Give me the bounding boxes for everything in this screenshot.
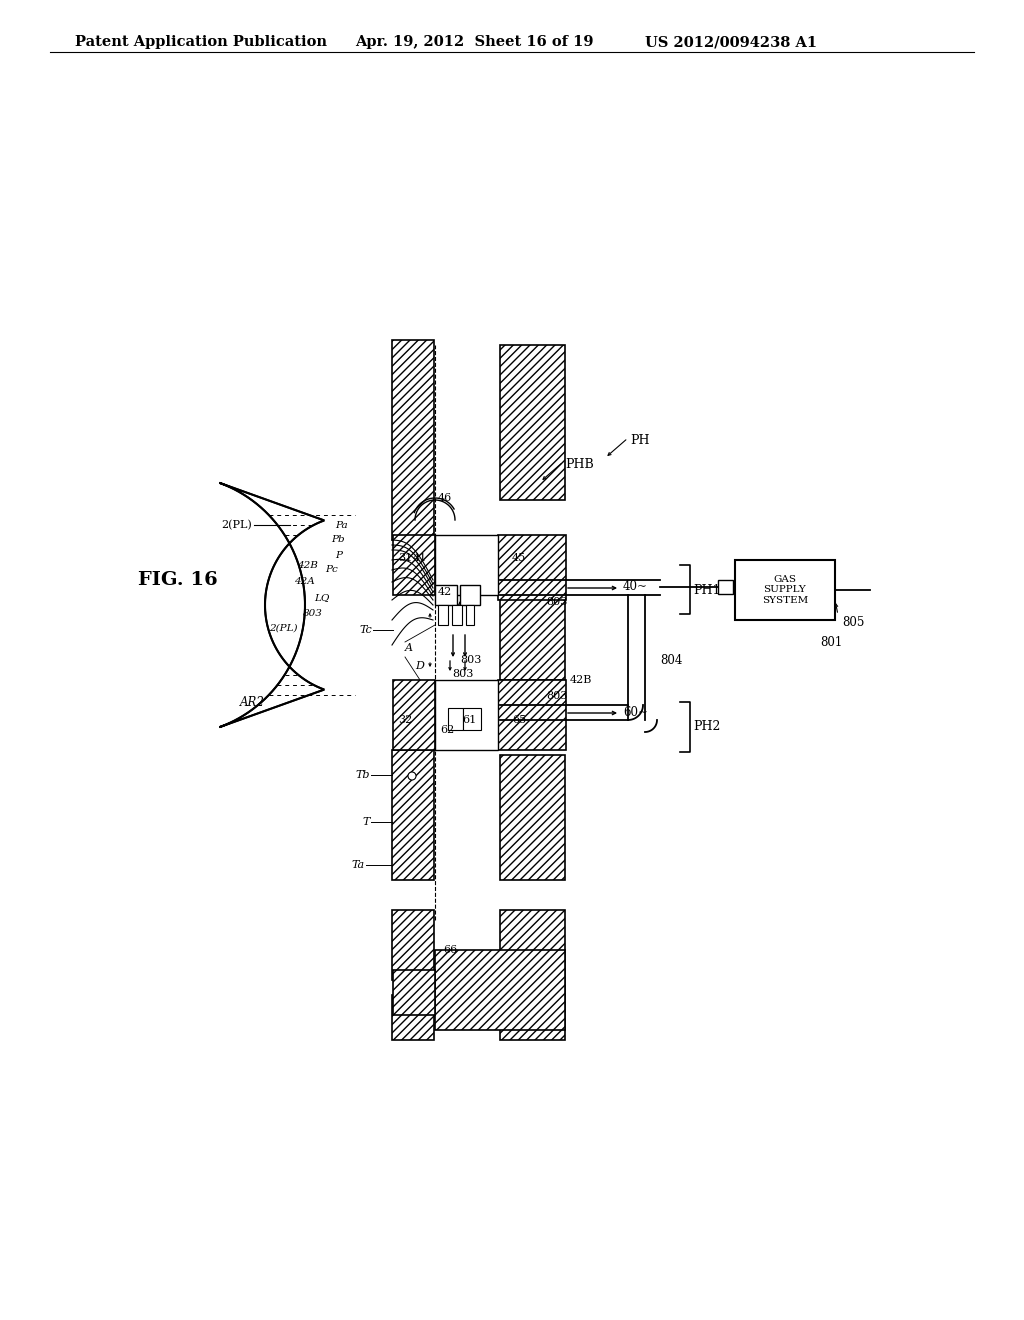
Text: Pb: Pb [332, 536, 345, 544]
Text: 46: 46 [438, 492, 453, 503]
Text: PHB: PHB [565, 458, 594, 471]
Text: FIG. 16: FIG. 16 [138, 572, 218, 589]
Text: 803: 803 [452, 669, 473, 678]
Text: US 2012/0094238 A1: US 2012/0094238 A1 [645, 36, 817, 49]
Text: D: D [415, 661, 424, 671]
Text: 801: 801 [820, 635, 843, 648]
Bar [392, 750, 434, 880]
Bar [435, 680, 498, 750]
Polygon shape [219, 483, 325, 727]
Bar [735, 560, 835, 620]
Text: 65: 65 [512, 715, 526, 725]
Bar [466, 605, 474, 624]
Text: LQ: LQ [314, 594, 330, 602]
Text: 804: 804 [660, 653, 682, 667]
Bar [393, 970, 435, 1015]
Text: 32: 32 [398, 715, 413, 725]
Bar [500, 565, 565, 680]
Text: Tc: Tc [359, 624, 372, 635]
Text: Patent Application Publication: Patent Application Publication [75, 36, 327, 49]
Text: 42: 42 [438, 587, 453, 597]
Bar [498, 535, 566, 601]
Text: PH1: PH1 [693, 583, 721, 597]
Text: Ta: Ta [352, 861, 365, 870]
Bar [498, 680, 566, 750]
Text: 42B: 42B [297, 561, 318, 569]
Text: A: A [406, 643, 413, 653]
Bar [500, 909, 565, 1040]
Bar [463, 708, 481, 730]
Bar [392, 341, 434, 540]
Text: 2(PL): 2(PL) [269, 623, 298, 632]
Text: 41: 41 [413, 553, 427, 564]
Text: 42B: 42B [570, 675, 592, 685]
Text: 61: 61 [462, 715, 476, 725]
Bar [449, 708, 463, 730]
Text: 40~: 40~ [623, 581, 648, 594]
Text: 45: 45 [512, 553, 526, 564]
Text: 803: 803 [546, 597, 567, 607]
Text: Pa: Pa [336, 520, 348, 529]
Text: 66: 66 [442, 945, 457, 954]
Bar [392, 909, 434, 979]
Text: 803: 803 [546, 690, 567, 701]
Bar [500, 345, 565, 500]
Bar [392, 995, 434, 1040]
Text: 42A: 42A [294, 578, 315, 586]
Text: AR2: AR2 [240, 696, 265, 709]
Text: 31: 31 [398, 553, 413, 564]
Text: 803: 803 [460, 655, 481, 665]
Bar [435, 535, 498, 595]
Bar [393, 535, 435, 595]
Text: 803: 803 [303, 609, 323, 618]
Bar [500, 755, 565, 880]
Text: T: T [362, 817, 370, 828]
Bar [438, 605, 449, 624]
Text: PH: PH [630, 433, 649, 446]
Text: 805: 805 [842, 615, 864, 628]
Bar [435, 585, 457, 605]
Text: PH2: PH2 [693, 721, 720, 734]
Bar [460, 585, 480, 605]
Bar [452, 605, 462, 624]
Text: GAS
SUPPLY
SYSTEM: GAS SUPPLY SYSTEM [762, 576, 808, 605]
Bar [393, 680, 435, 750]
Text: 60~: 60~ [623, 706, 648, 719]
Text: 2(PL): 2(PL) [221, 520, 252, 531]
Circle shape [408, 772, 416, 780]
Text: Pc: Pc [326, 565, 338, 574]
Text: 62: 62 [440, 725, 455, 735]
Text: Apr. 19, 2012  Sheet 16 of 19: Apr. 19, 2012 Sheet 16 of 19 [355, 36, 594, 49]
Text: Tb: Tb [355, 770, 370, 780]
Text: P: P [335, 550, 342, 560]
Bar [435, 950, 565, 1030]
Bar [718, 579, 733, 594]
